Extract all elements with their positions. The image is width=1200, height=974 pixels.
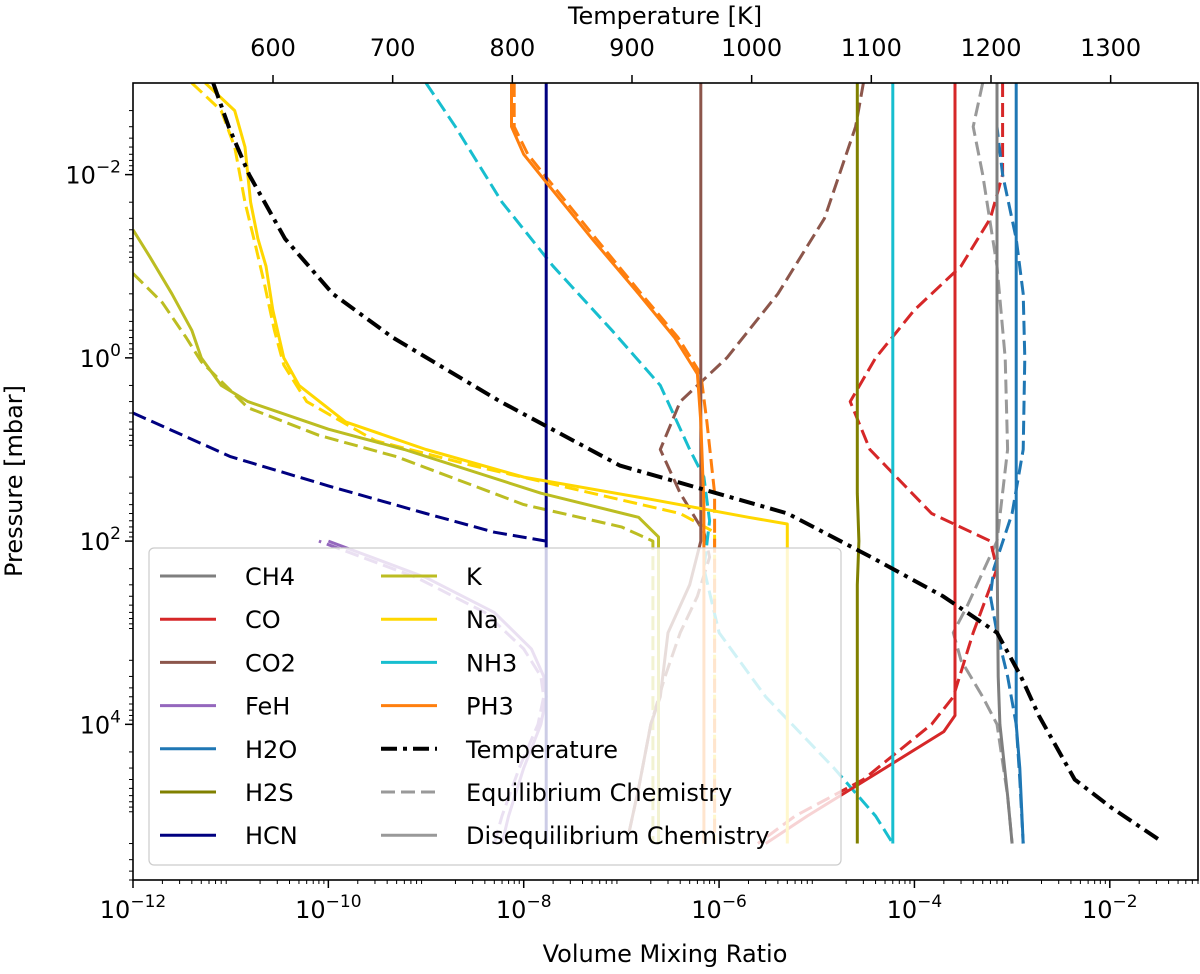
series-hcn-eq [133,411,547,543]
top-x-tick-label: 800 [489,34,535,62]
x-axis-label: Volume Mixing Ratio [543,940,788,968]
x-tick-label: 10−6 [691,892,747,924]
series-h2s-diseq [855,83,861,844]
y-tick-label: 102 [80,524,121,556]
top-x-tick-label: 1000 [721,34,782,62]
series-ch4-diseq [995,83,1014,844]
top-x-tick-label: 1300 [1080,34,1141,62]
y-tick-label: 100 [80,341,121,373]
legend-label-hcn: HCN [245,822,298,850]
x-tick-label: 10−12 [100,892,166,924]
x-tick-label: 10−2 [1082,892,1138,924]
legend-label-h2s: H2S [245,779,294,807]
y-tick-label: 10−2 [65,158,121,190]
top-x-tick-label: 1200 [960,34,1021,62]
legend-label-feh: FeH [245,693,290,721]
legend-label-temperature: Temperature [465,736,618,764]
y-tick-label: 104 [80,707,121,739]
x-tick-label: 10−4 [887,892,943,924]
plot-frame [132,82,1199,881]
top-x-tick-label: 600 [250,34,296,62]
series-ch4-eq [951,83,1014,844]
axes-layer: 10−12 10−10 10−8 10−6 10−4 10−2 10−2 100 102 104 6… [65,34,1199,924]
legend-label-na: Na [466,606,499,634]
top-x-tick-label: 1100 [841,34,902,62]
legend-label-ch4: CH4 [245,563,295,591]
top-x-axis-label: Temperature [K] [567,2,762,30]
legend-label-nh3: NH3 [466,649,517,677]
legend: CH4 CO CO2 FeH H2O H2S HCN K Na NH3 PH3 Temperature… [148,547,842,866]
series-h2o-diseq [1014,83,1025,844]
legend-label-ph3: PH3 [466,693,514,721]
top-x-tick-label: 700 [370,34,416,62]
y-axis-label: Pressure [mbar] [0,385,28,577]
x-tick-label: 10−8 [496,892,552,924]
series-k-eq [133,272,655,844]
legend-label-equilibrium-chemistry: Equilibrium Chemistry [466,779,732,807]
series-temperature-temperature [211,83,1160,841]
series-ph3-eq [512,83,717,844]
series-h2o-eq [988,83,1027,844]
legend-label-disequilibrium-chemistry: Disequilibrium Chemistry [466,822,770,850]
legend-box [148,547,842,866]
legend-label-h2o: H2O [245,736,297,764]
series-k-diseq [133,229,660,844]
legend-label-k: K [466,563,483,591]
legend-label-co2: CO2 [245,649,296,677]
top-x-tick-label: 900 [609,34,655,62]
legend-label-co: CO [245,606,281,634]
series-ph3-diseq [510,83,706,844]
series-na-eq [190,83,717,844]
series-co2-eq [627,83,865,833]
series-co-eq [757,83,1005,845]
x-tick-label: 10−10 [295,892,361,924]
